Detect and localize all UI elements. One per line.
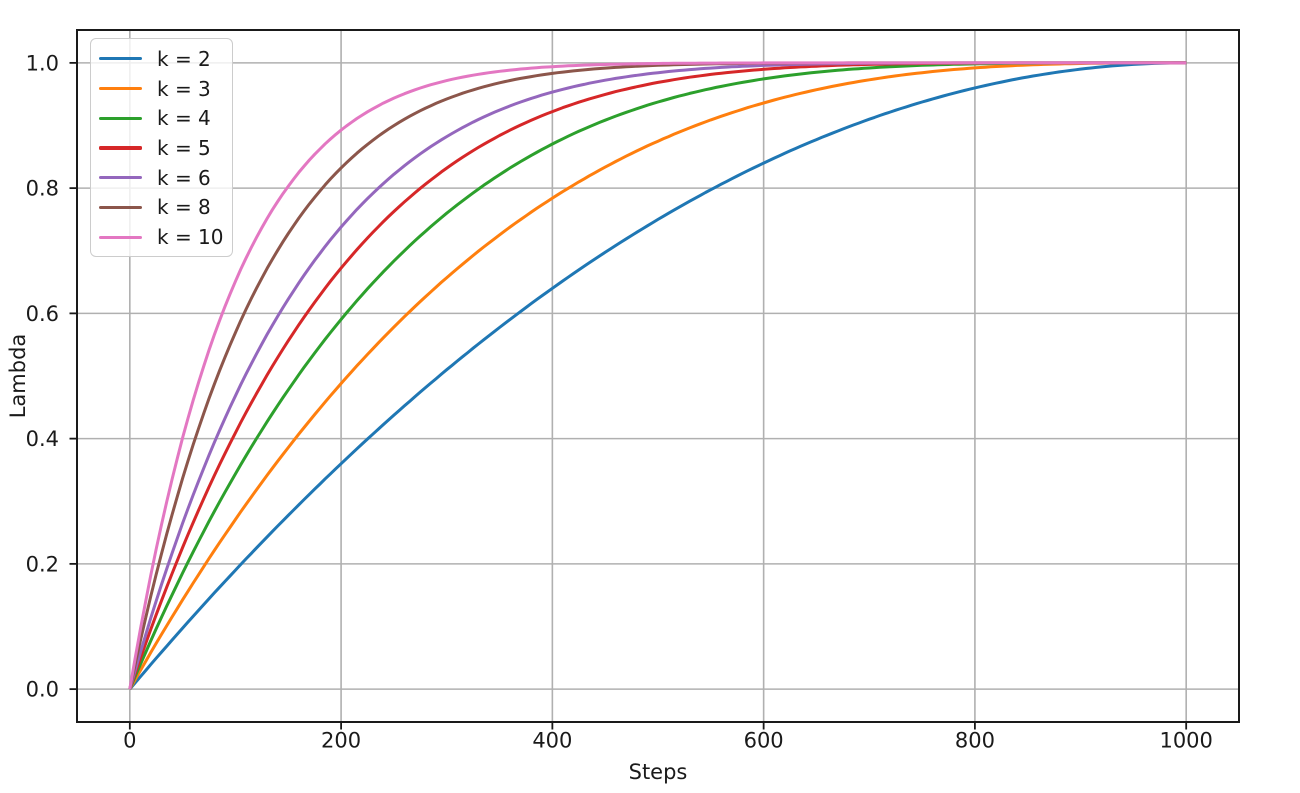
legend-line-sample-k-8 bbox=[99, 205, 142, 210]
legend-line-sample-k-10 bbox=[99, 235, 142, 239]
axes-spines bbox=[76, 29, 1240, 723]
y-tick-label-0.4: 0.4 bbox=[26, 427, 59, 451]
x-tick-label-600: 600 bbox=[744, 729, 784, 753]
series-line-6 bbox=[128, 61, 1187, 690]
legend-item-k-8: k = 8 bbox=[97, 193, 232, 223]
x-tick-label-0: 0 bbox=[123, 729, 136, 753]
legend-line-sample-k-2 bbox=[99, 57, 142, 61]
y-tick-label-1.0: 1.0 bbox=[26, 51, 59, 75]
series-line-3 bbox=[128, 61, 1187, 690]
series-line-8 bbox=[128, 61, 1187, 690]
y-tick-label-0.6: 0.6 bbox=[26, 302, 59, 326]
axes-layer bbox=[69, 29, 1240, 730]
y-axis-label: Lambda bbox=[6, 334, 30, 419]
legend-label-k-3: k = 3 bbox=[157, 76, 211, 101]
x-tick-label-1000: 1000 bbox=[1159, 729, 1212, 753]
legend-item-k-10: k = 10 bbox=[97, 222, 232, 252]
legend: k = 2 k = 3 k = 4 k = 5 k = 6 k = 8 k = 10 bbox=[90, 38, 233, 257]
series-line-2 bbox=[128, 61, 1187, 691]
tick-label-layer: 0 200 400 600 800 1000 0.0 0.2 0.4 0.6 0.8 1.0 bbox=[26, 51, 1213, 752]
grid-layer bbox=[77, 30, 1239, 722]
legend-item-k-4: k = 4 bbox=[97, 103, 232, 133]
series-layer bbox=[128, 61, 1187, 691]
legend-label-k-5: k = 5 bbox=[157, 136, 211, 161]
legend-item-k-6: k = 6 bbox=[97, 163, 232, 193]
legend-item-k-2: k = 2 bbox=[97, 44, 232, 74]
legend-line-sample-k-5 bbox=[99, 146, 142, 150]
series-line-5 bbox=[128, 61, 1187, 690]
legend-item-k-3: k = 3 bbox=[97, 74, 232, 104]
y-tick-label-0.8: 0.8 bbox=[26, 177, 59, 201]
legend-label-k-4: k = 4 bbox=[157, 106, 211, 131]
y-tick-label-0.2: 0.2 bbox=[26, 552, 59, 576]
series-line-4 bbox=[128, 61, 1187, 690]
legend-line-sample-k-4 bbox=[99, 116, 142, 120]
legend-line-sample-k-6 bbox=[99, 176, 142, 180]
legend-label-k-6: k = 6 bbox=[157, 165, 211, 190]
series-line-10 bbox=[128, 61, 1187, 690]
x-axis-label: Steps bbox=[629, 760, 688, 784]
x-tick-label-800: 800 bbox=[955, 729, 995, 753]
legend-label-k-10: k = 10 bbox=[157, 225, 224, 250]
legend-label-k-8: k = 8 bbox=[157, 195, 211, 220]
x-tick-label-200: 200 bbox=[321, 729, 361, 753]
legend-item-k-5: k = 5 bbox=[97, 133, 232, 163]
y-tick-label-0.0: 0.0 bbox=[26, 678, 59, 702]
x-tick-label-400: 400 bbox=[532, 729, 572, 753]
legend-line-sample-k-3 bbox=[99, 86, 142, 91]
legend-label-k-2: k = 2 bbox=[157, 46, 211, 71]
